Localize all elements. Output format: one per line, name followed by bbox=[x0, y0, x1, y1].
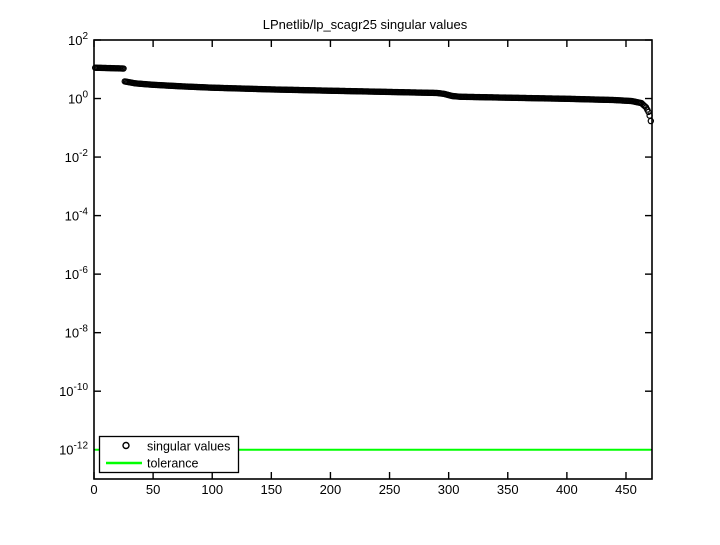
plot-area: 0 50 100 150 200 250 300 350 400 450 102 100 10-2 10-… bbox=[59, 31, 655, 497]
x-tick-label: 50 bbox=[146, 482, 160, 497]
x-tick-label: 300 bbox=[438, 482, 460, 497]
y-tick-label: 10-4 bbox=[65, 207, 89, 224]
legend-label-tolerance: tolerance bbox=[147, 457, 198, 471]
singular-values-series bbox=[91, 64, 655, 125]
legend-singular-values-marker-icon bbox=[122, 441, 130, 450]
y-axis-ticks: 102 100 10-2 10-4 10-6 10-8 10-10 10-12 bbox=[59, 31, 652, 458]
axes-box bbox=[93, 39, 653, 480]
x-tick-label: 0 bbox=[90, 482, 97, 497]
plot-title: LPnetlib/lp_scagr25 singular values bbox=[263, 17, 468, 32]
x-tick-label: 100 bbox=[201, 482, 223, 497]
x-tick-label: 200 bbox=[320, 482, 342, 497]
y-tick-label: 10-8 bbox=[65, 324, 89, 341]
x-tick-label: 450 bbox=[615, 482, 637, 497]
x-tick-label: 250 bbox=[379, 482, 401, 497]
y-tick-label: 10-12 bbox=[59, 441, 88, 458]
y-tick-label: 102 bbox=[68, 31, 88, 48]
x-tick-label: 400 bbox=[556, 482, 578, 497]
legend: singular values tolerance bbox=[98, 435, 240, 474]
x-axis-ticks: 0 50 100 150 200 250 300 350 400 450 bbox=[90, 40, 637, 497]
x-tick-label: 350 bbox=[497, 482, 519, 497]
legend-label-singular-values: singular values bbox=[147, 440, 230, 454]
y-tick-label: 100 bbox=[68, 90, 88, 107]
y-tick-label: 10-6 bbox=[65, 265, 89, 282]
y-tick-label: 10-2 bbox=[65, 148, 89, 165]
x-tick-label: 150 bbox=[260, 482, 282, 497]
y-tick-label: 10-10 bbox=[59, 382, 88, 399]
legend-box bbox=[98, 435, 240, 474]
